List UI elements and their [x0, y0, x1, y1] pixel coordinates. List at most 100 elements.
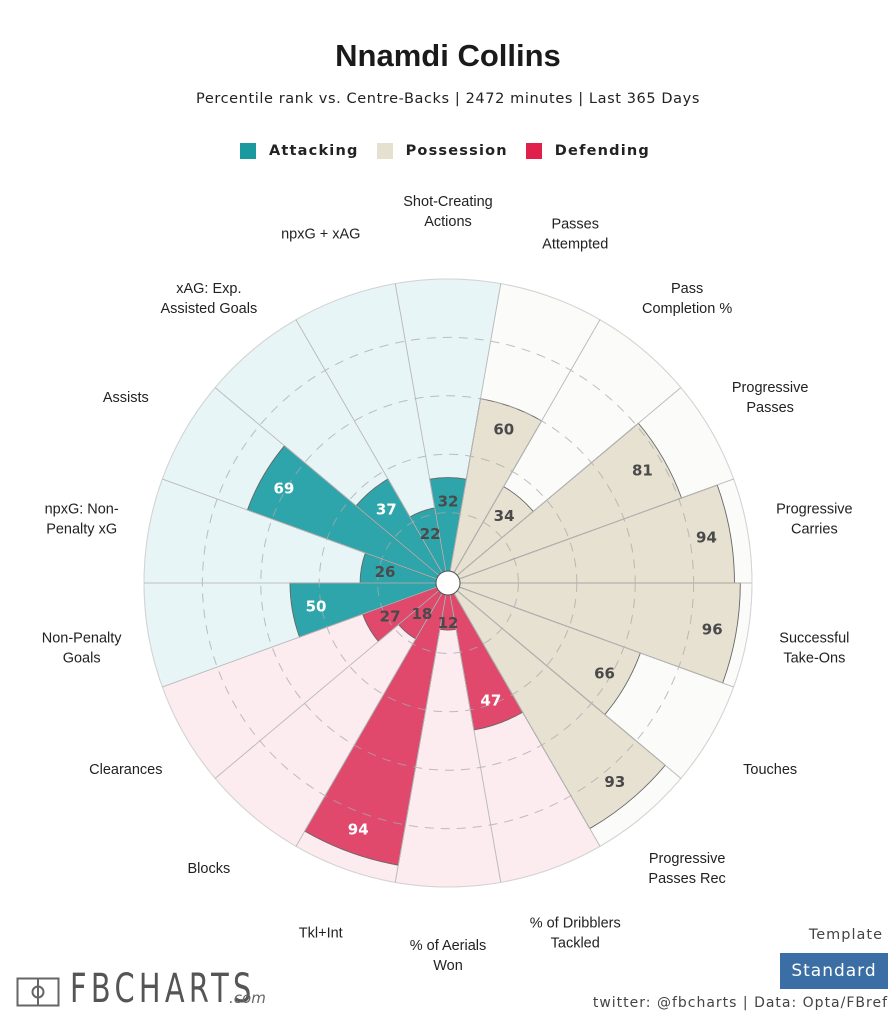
- category-label-touches: Touches: [743, 762, 797, 778]
- category-label-assists: Assists: [103, 390, 149, 406]
- category-label-line: Won: [433, 958, 463, 974]
- category-label-passes-attempted: Passes Attempted: [542, 216, 608, 252]
- value-label-xag-exp-assisted-goals: 37: [376, 500, 397, 518]
- category-label-line: Successful: [779, 631, 849, 647]
- category-label-xag-exp-assisted-goals: xAG: Exp. Assisted Goals: [161, 281, 258, 317]
- divider: [447, 387, 682, 584]
- value-label-non-penalty-goals: 50: [306, 597, 327, 615]
- legend-swatch-attacking: [240, 143, 256, 159]
- category-label-line: Touches: [743, 762, 797, 778]
- category-label-line: Tkl+Int: [299, 926, 343, 942]
- category-label-line: Goals: [63, 651, 101, 667]
- category-label-line: % of Aerials: [410, 938, 487, 954]
- category-label-pass-completion: Pass Completion %: [642, 281, 732, 317]
- template-standard-button[interactable]: Standard: [780, 953, 888, 989]
- divider: [162, 582, 449, 688]
- value-label-tkl-int: 94: [348, 821, 369, 839]
- category-label-line: Clearances: [89, 762, 162, 778]
- divider: [447, 478, 734, 584]
- divider: [447, 582, 601, 847]
- pitch-icon: [16, 977, 60, 1007]
- center-hole: [435, 570, 461, 596]
- value-label-of-aerials-won: 12: [438, 614, 459, 632]
- category-labels: Shot-Creating Actions Passes Attempted Pass C…: [42, 194, 853, 974]
- category-label-line: npxG + xAG: [281, 226, 360, 242]
- value-label-of-dribblers-tackled: 47: [480, 692, 501, 710]
- category-label-tkl-int: Tkl+Int: [299, 926, 343, 942]
- value-label-passes-attempted: 60: [493, 421, 514, 439]
- category-label-npxg-xag: npxG + xAG: [281, 226, 360, 242]
- legend-item-attacking: Attacking: [240, 143, 359, 159]
- category-label-line: Progressive: [776, 501, 853, 517]
- category-label-line: Take-Ons: [783, 651, 845, 667]
- divider: [447, 582, 502, 883]
- category-label-line: Progressive: [649, 851, 726, 867]
- value-label-progressive-carries: 94: [696, 528, 717, 546]
- value-label-assists: 69: [273, 479, 294, 497]
- category-label-line: Passes: [551, 216, 599, 232]
- fbcharts-logo[interactable]: FBCHARTS .com: [16, 969, 328, 1009]
- category-label-line: Attempted: [542, 236, 608, 252]
- category-label-npxg-non-penalty-xg: npxG: Non- Penalty xG: [45, 501, 119, 537]
- category-label-line: Tackled: [551, 936, 600, 952]
- category-label-successful-take-ons: Successful Take-Ons: [779, 631, 849, 667]
- category-label-line: Pass: [671, 281, 703, 297]
- category-label-line: npxG: Non-: [45, 501, 119, 517]
- value-labels: 32 60 34 81 94 96 66 93 47 12 94 18 27 50 26 69 37 22: [273, 421, 722, 839]
- legend-label-possession: Possession: [405, 143, 508, 159]
- template-label: Template: [808, 927, 883, 943]
- legend-swatch-defending: [525, 143, 542, 159]
- divider: [295, 582, 449, 847]
- bars: [246, 398, 741, 866]
- legend-item-possession: Possession: [376, 143, 508, 159]
- value-label-npxg-xag: 22: [420, 525, 441, 543]
- category-label-line: % of Dribblers: [530, 916, 621, 932]
- divider: [394, 283, 449, 584]
- category-label-progressive-carries: Progressive Carries: [776, 501, 853, 537]
- category-label-progressive-passes: Progressive Passes: [732, 380, 809, 416]
- chart-title: Nnamdi Collins: [335, 38, 561, 73]
- category-label-line: Assisted Goals: [161, 301, 258, 317]
- divider: [447, 283, 502, 584]
- value-label-progressive-passes: 81: [632, 462, 653, 480]
- value-label-clearances: 27: [380, 607, 401, 625]
- credits: twitter: @fbcharts | Data: Opta/FBref: [592, 995, 888, 1011]
- category-label-clearances: Clearances: [89, 762, 162, 778]
- category-label-line: xAG: Exp.: [176, 281, 241, 297]
- divider: [162, 478, 449, 584]
- value-label-blocks: 18: [411, 605, 432, 623]
- legend-item-defending: Defending: [525, 143, 650, 159]
- value-label-npxg-non-penalty-xg: 26: [375, 563, 396, 581]
- value-label-shot-creating-actions: 32: [438, 493, 459, 511]
- category-label-shot-creating-actions: Shot-Creating Actions: [403, 194, 492, 230]
- category-label-of-dribblers-tackled: % of Dribblers Tackled: [530, 916, 621, 952]
- legend-label-attacking: Attacking: [269, 143, 359, 159]
- divider: [214, 582, 449, 779]
- category-label-line: Penalty xG: [46, 521, 117, 537]
- category-label-line: Passes: [746, 400, 794, 416]
- divider: [447, 319, 601, 584]
- category-label-line: Blocks: [188, 861, 231, 877]
- category-label-line: Actions: [424, 214, 472, 230]
- category-label-line: Completion %: [642, 301, 732, 317]
- category-label-line: Assists: [103, 390, 149, 406]
- chart-subtitle: Percentile rank vs. Centre-Backs | 2472 …: [196, 91, 700, 107]
- legend-label-defending: Defending: [554, 143, 650, 159]
- category-label-of-aerials-won: % of Aerials Won: [410, 938, 487, 974]
- value-label-progressive-passes-rec: 93: [604, 773, 625, 791]
- category-label-line: Non-Penalty: [42, 631, 123, 647]
- divider: [447, 582, 734, 688]
- category-label-progressive-passes-rec: Progressive Passes Rec: [648, 851, 725, 887]
- value-label-touches: 66: [594, 664, 615, 682]
- category-label-line: Progressive: [732, 380, 809, 396]
- value-label-successful-take-ons: 96: [702, 621, 723, 639]
- divider: [214, 387, 449, 584]
- category-label-line: Passes Rec: [648, 871, 725, 887]
- divider: [295, 319, 449, 584]
- divider: [447, 582, 682, 779]
- sector-dividers: [144, 283, 752, 883]
- category-label-blocks: Blocks: [188, 861, 231, 877]
- legend: Attacking Possession Defending: [0, 143, 896, 159]
- category-label-line: Shot-Creating: [403, 194, 492, 210]
